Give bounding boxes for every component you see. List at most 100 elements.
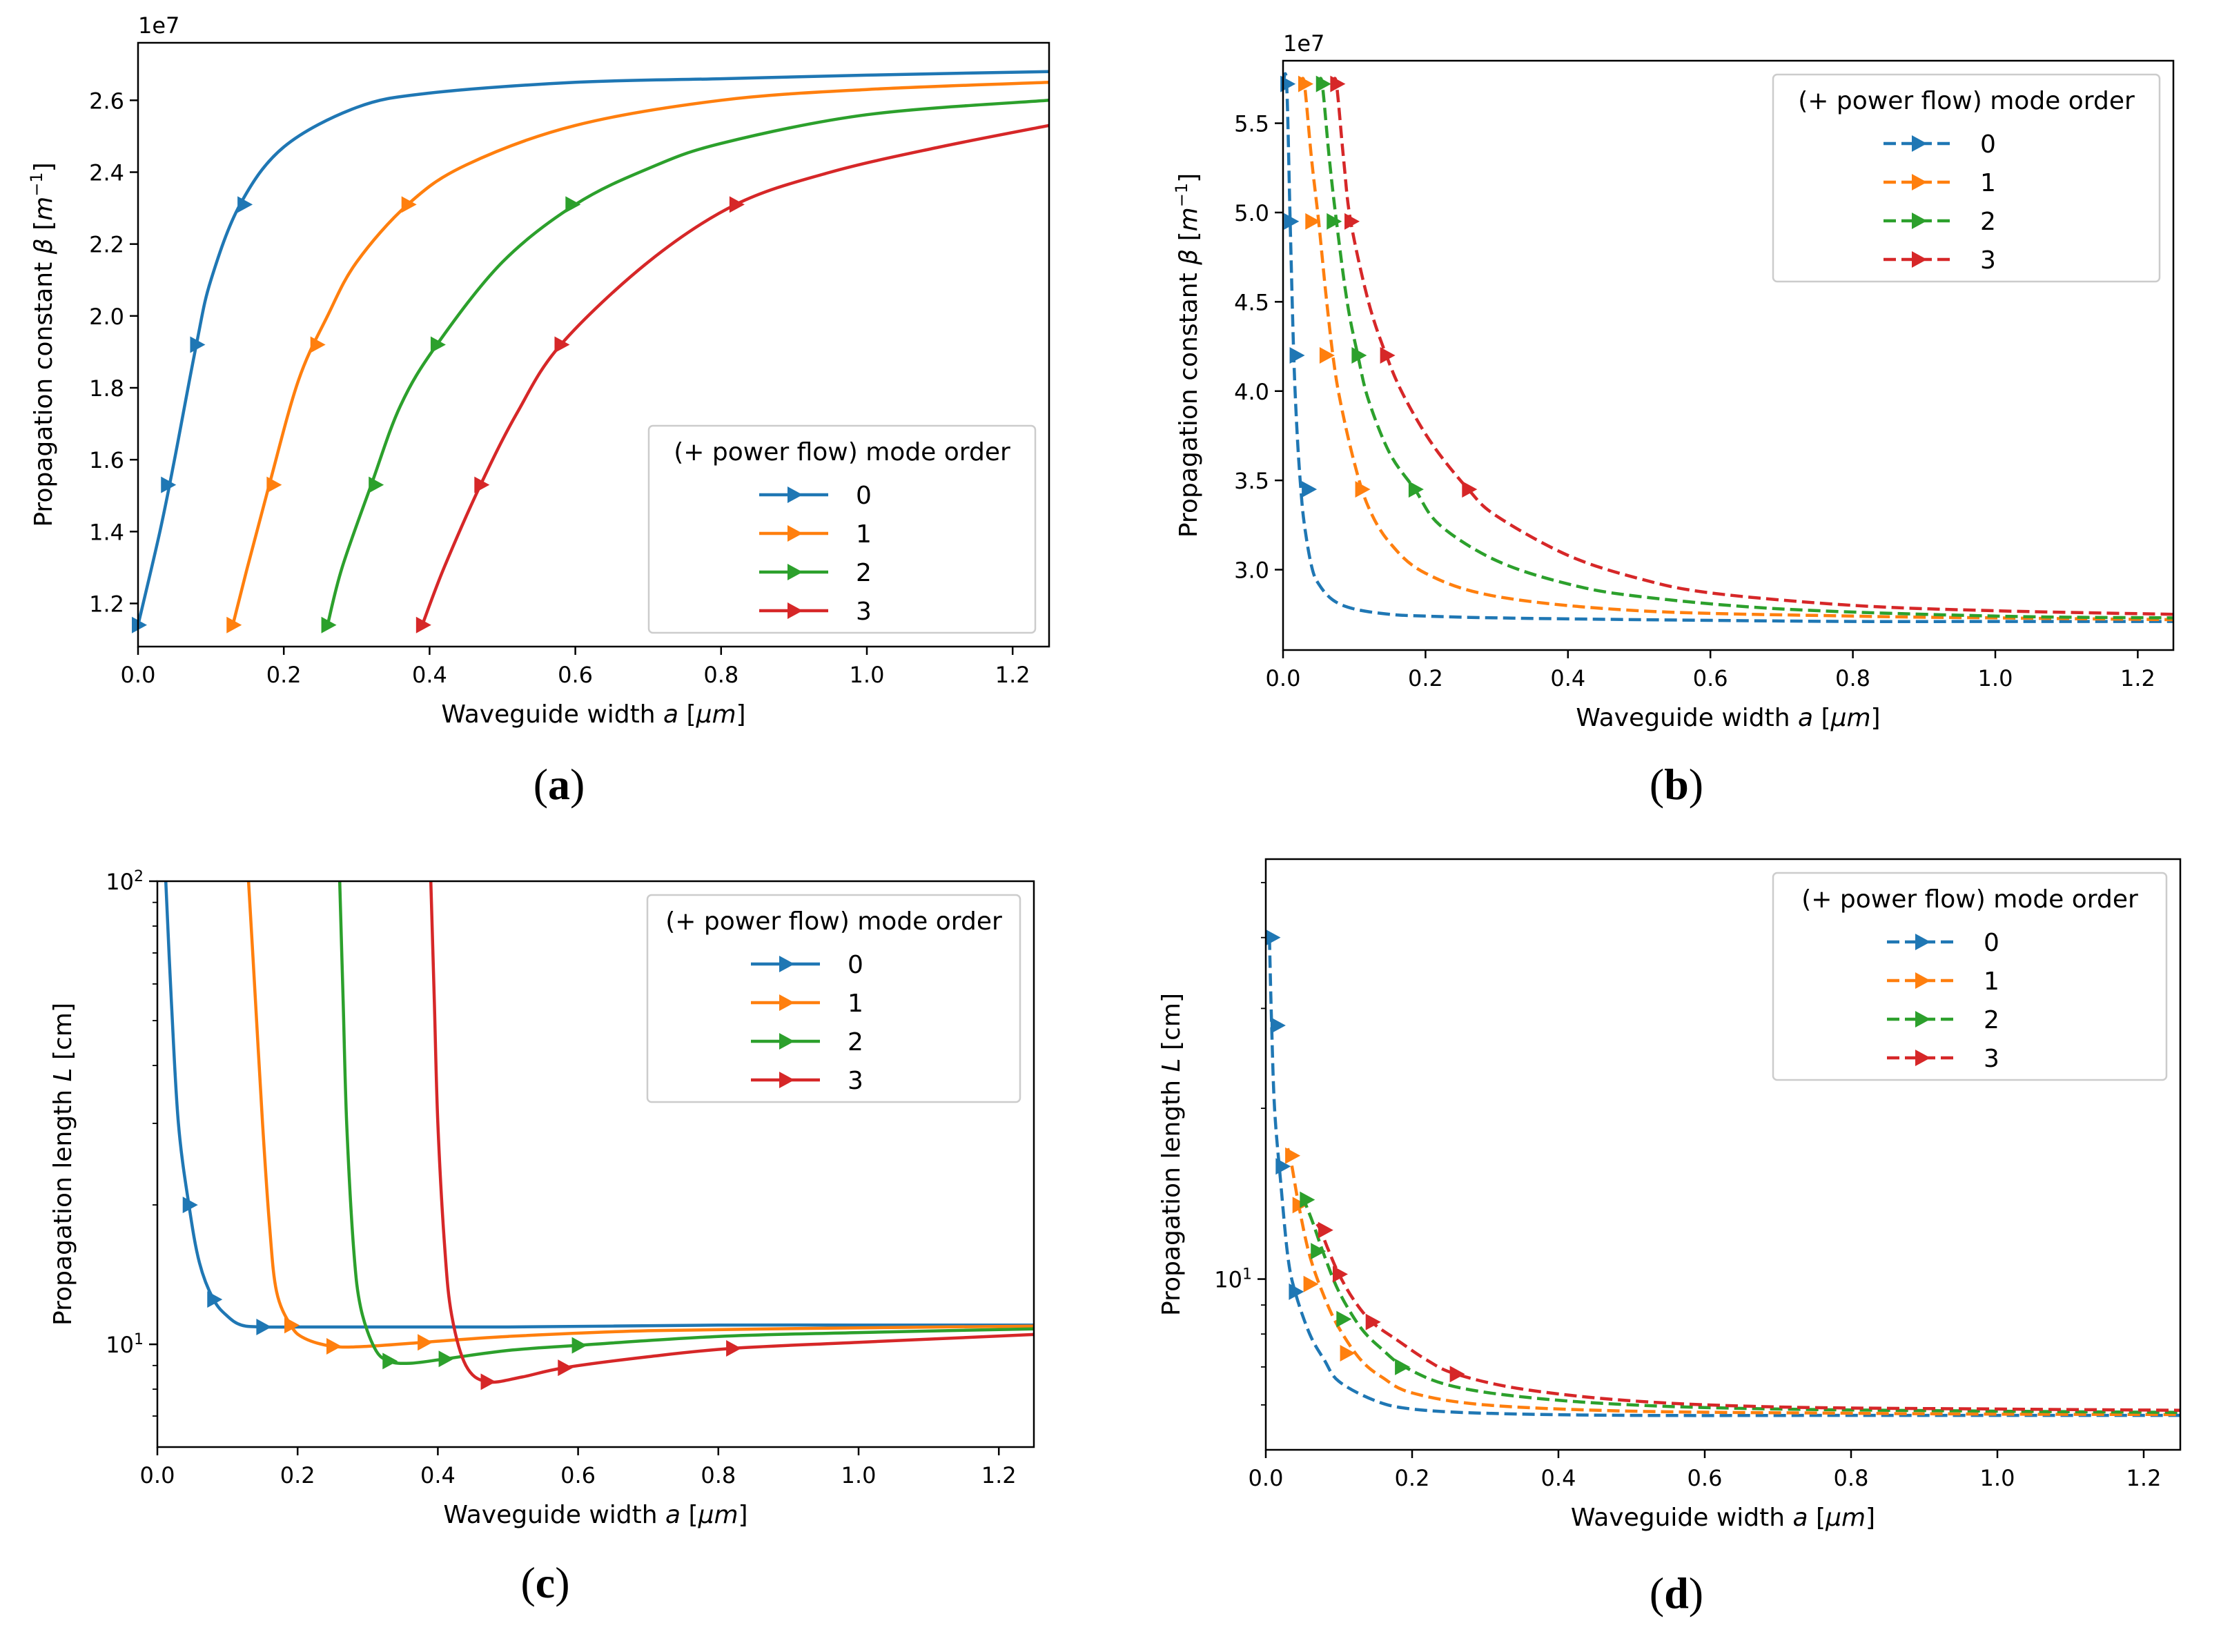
series-marker-d-1-0: [1285, 1147, 1301, 1164]
y-axis-label-unit-var: m: [30, 197, 58, 221]
caption-b: (b): [1649, 760, 1704, 809]
legend-label-d-1: 1: [1984, 967, 1999, 996]
y-axis-label-part: Propagation length: [49, 1081, 77, 1326]
series-marker-a-1-2: [310, 336, 326, 353]
x-tick-label-b-4: 0.8: [1835, 665, 1870, 691]
y-tick-label-a-6: 2.4: [89, 160, 124, 186]
series-marker-a-2-1: [369, 476, 384, 493]
legend-marker-b-2: [1912, 213, 1927, 229]
axes-frame-a: [137, 41, 1050, 648]
y-tick-label-a-1: 1.4: [89, 519, 124, 545]
y-tick-label-b-1: 3.5: [1234, 468, 1269, 494]
y-axis-label-c: Propagation length L [cm]: [49, 1003, 77, 1326]
series-marker-b-3-3: [1462, 481, 1478, 498]
series-marker-b-3-2: [1380, 347, 1396, 364]
x-tick-label-b-0: 0.0: [1266, 665, 1301, 691]
y-tick-base: 10: [106, 869, 134, 895]
legend-marker-a-2: [787, 564, 803, 580]
series-marker-b-2-1: [1327, 213, 1342, 230]
y-axis-label-symbol: L: [49, 1068, 77, 1081]
x-axis-label-a: Waveguide width a [μm]: [441, 700, 745, 729]
x-tick-label-c-1: 0.2: [280, 1462, 315, 1488]
legend-marker-d-1: [1915, 972, 1930, 989]
y-tick-label-b-4: 5.0: [1234, 200, 1269, 226]
y-axis-label-unit: [: [1175, 231, 1203, 249]
series-marker-d-0-1: [1270, 1017, 1286, 1034]
y-axis-label-unit: [cm]: [49, 1003, 77, 1068]
x-tick-label-a-6: 1.2: [995, 662, 1030, 688]
x-tick-label-a-1: 0.2: [266, 662, 302, 688]
y-tick-label-a-4: 2.0: [89, 304, 124, 330]
series-marker-a-0-0: [132, 616, 147, 633]
series-marker-d-0-2: [1275, 1158, 1291, 1175]
legend-label-b-1: 1: [1980, 169, 1996, 197]
x-tick-label-a-4: 0.8: [703, 662, 738, 688]
y-axis-label-part: Propagation length: [1157, 1072, 1186, 1316]
y-axis-label-part: Propagation constant: [1175, 265, 1203, 538]
panel-d: 0.0 0.2 0.4 0.6 0.8 1.0 1.2 101 Waveguide width …: [1110, 826, 2221, 1652]
series-marker-d-3-1: [1333, 1266, 1348, 1283]
x-axis-label-unit-end: ]: [1871, 704, 1881, 732]
series-marker-d-0-3: [1289, 1283, 1304, 1300]
x-tick-label-b-6: 1.2: [2120, 665, 2155, 691]
x-tick-label-d-1: 0.2: [1395, 1465, 1430, 1491]
x-tick-label-d-6: 1.2: [2126, 1465, 2162, 1491]
legend-label-d-2: 2: [1984, 1006, 1999, 1034]
series-line-a-0: [138, 70, 1049, 626]
series-marker-d-3-0: [1318, 1221, 1333, 1239]
legend-marker-a-0: [787, 486, 803, 503]
y-tick-base: 10: [106, 1332, 134, 1358]
series-marker-c-0-1: [207, 1291, 223, 1308]
caption-a: (a): [533, 760, 585, 809]
x-axis-label-unit: [: [678, 700, 696, 729]
x-tick-label-b-5: 1.0: [1978, 665, 2013, 691]
legend-marker-d-3: [1915, 1050, 1930, 1066]
axes-frame-c: [156, 880, 1035, 1448]
x-tick-label-d-0: 0.0: [1249, 1465, 1284, 1491]
legend-label-a-3: 3: [856, 598, 872, 626]
caption-d: (d): [1649, 1569, 1704, 1617]
x-axis-label-symbol: a: [1798, 704, 1813, 732]
legend-label-c-1: 1: [848, 990, 863, 1018]
legend-marker-c-1: [779, 994, 794, 1011]
x-axis-label-unit: [: [681, 1501, 698, 1529]
y-tick-exp: 1: [134, 1331, 144, 1348]
axes-frame-b: [1282, 59, 2175, 651]
x-tick-label-c-3: 0.6: [560, 1462, 596, 1488]
series-marker-a-3-3: [729, 196, 745, 213]
x-tick-label-c-5: 1.0: [841, 1462, 877, 1488]
legend-label-b-2: 2: [1980, 208, 1996, 236]
x-tick-label-c-2: 0.4: [420, 1462, 456, 1488]
series-marker-c-0-2: [256, 1318, 272, 1335]
x-axis-label-part: Waveguide width: [1576, 704, 1798, 732]
legend-title-d: (+ power flow) mode order: [1801, 885, 2138, 914]
series-marker-a-2-2: [430, 336, 446, 353]
y-axis-label-symbol: β: [30, 238, 58, 255]
series-marker-b-1-1: [1305, 213, 1321, 230]
legend-label-c-0: 0: [848, 951, 863, 979]
series-marker-d-0-0: [1265, 929, 1281, 946]
series-marker-c-2-0: [382, 1353, 398, 1370]
legend-label-a-2: 2: [856, 559, 872, 587]
caption-c: (c): [520, 1558, 570, 1607]
series-marker-a-3-2: [554, 336, 570, 353]
x-tick-label-b-1: 0.2: [1408, 665, 1443, 691]
chart-b: 0.0 0.2 0.4 0.6 0.8 1.0 1.2 3.0 3.5 4.0 4.5 5.0 5.5 1…: [1172, 30, 2175, 732]
series-marker-b-1-0: [1298, 75, 1313, 92]
y-tick-label-d-0: 101: [1214, 1266, 1252, 1293]
series-marker-d-1-2: [1303, 1275, 1319, 1292]
series-marker-d-1-3: [1340, 1345, 1356, 1362]
y-tick-exp: 2: [134, 868, 144, 885]
series-marker-b-1-3: [1355, 481, 1371, 498]
x-tick-label-a-3: 0.6: [558, 662, 593, 688]
x-axis-label-d: Waveguide width a [μm]: [1571, 1504, 1875, 1532]
legend-label-c-3: 3: [848, 1067, 863, 1095]
x-tick-label-c-0: 0.0: [140, 1462, 175, 1488]
legend-box-d: [1772, 872, 2168, 1081]
series-marker-b-2-2: [1351, 347, 1367, 364]
legend-label-b-0: 0: [1980, 130, 1996, 159]
legend-box-a: [647, 424, 1037, 634]
x-axis-label-unit: [: [1813, 704, 1831, 732]
series-marker-d-2-1: [1311, 1243, 1327, 1260]
